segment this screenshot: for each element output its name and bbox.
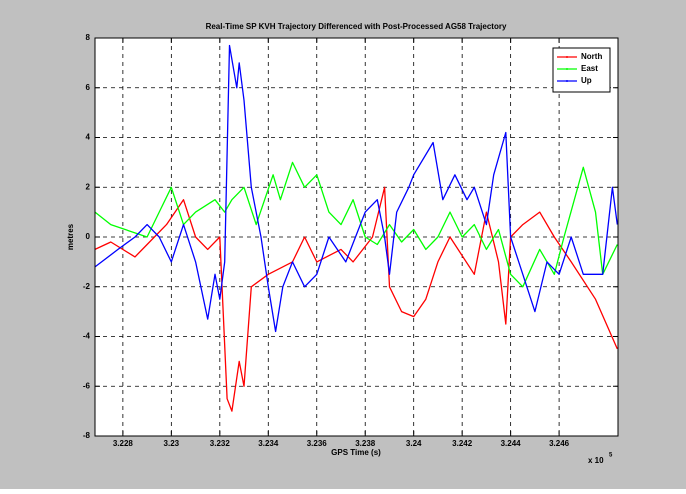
y-tick-label: 0 bbox=[86, 232, 91, 241]
legend-box bbox=[552, 47, 611, 93]
y-axis-label: metres bbox=[66, 223, 75, 250]
x-scale-base: x 10 bbox=[588, 456, 604, 465]
y-tick-label: 4 bbox=[86, 133, 91, 142]
data-line bbox=[94, 161, 618, 288]
x-scale-exponent: 5 bbox=[609, 453, 613, 459]
x-axis-label: GPS Time (s) bbox=[331, 448, 381, 457]
legend-marker bbox=[566, 68, 568, 70]
x-tick-label: 3.242 bbox=[452, 439, 473, 448]
legend-marker bbox=[566, 80, 568, 82]
y-tick-label: 2 bbox=[86, 182, 91, 191]
data-line bbox=[94, 44, 618, 333]
y-tick-label: -2 bbox=[83, 282, 91, 291]
x-tick-label: 3.236 bbox=[307, 439, 328, 448]
y-tick-label: -4 bbox=[83, 332, 91, 341]
legend-marker bbox=[566, 56, 568, 58]
y-tick-label: -8 bbox=[83, 431, 91, 440]
x-tick-label: 3.234 bbox=[258, 439, 279, 448]
x-tick-label: 3.246 bbox=[549, 439, 570, 448]
plot-frame bbox=[94, 37, 619, 437]
x-tick-label: 3.228 bbox=[113, 439, 134, 448]
legend-label: Up bbox=[581, 76, 592, 85]
legend-label: North bbox=[581, 52, 602, 61]
x-tick-label: 3.23 bbox=[164, 439, 180, 448]
y-tick-label: -6 bbox=[83, 381, 91, 390]
x-tick-label: 3.244 bbox=[501, 439, 522, 448]
chart-title: Real-Time SP KVH Trajectory Differenced … bbox=[206, 22, 507, 31]
legend-label: East bbox=[581, 64, 598, 73]
x-tick-label: 3.24 bbox=[406, 439, 422, 448]
y-tick-label: 8 bbox=[86, 33, 91, 42]
y-tick-label: 6 bbox=[86, 83, 91, 92]
plot-area bbox=[95, 38, 618, 436]
x-tick-label: 3.238 bbox=[355, 439, 376, 448]
x-tick-label: 3.232 bbox=[210, 439, 231, 448]
